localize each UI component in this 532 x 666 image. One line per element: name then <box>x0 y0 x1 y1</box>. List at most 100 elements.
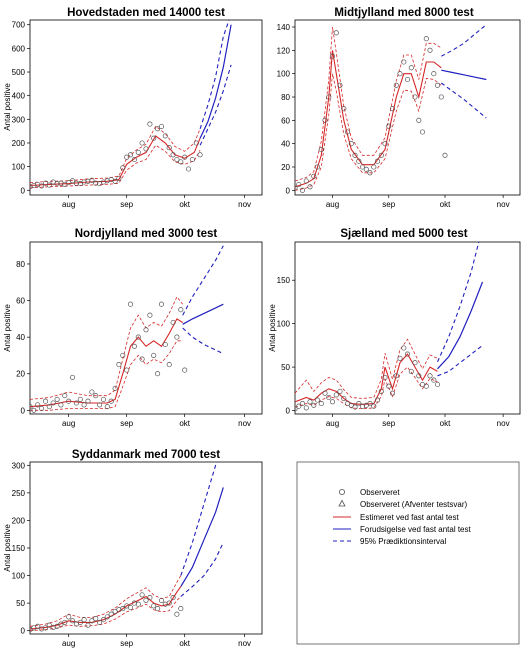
observed-point <box>401 345 407 351</box>
y-tick-label: 100 <box>12 163 26 172</box>
y-tick-label: 20 <box>16 370 25 379</box>
y-tick-label: 0 <box>21 186 26 195</box>
observed-point <box>303 178 309 184</box>
observed-point <box>158 597 165 603</box>
x-tick-label: sep <box>120 419 133 428</box>
y-tick-label: 300 <box>12 461 26 470</box>
x-tick-label: okt <box>179 639 190 648</box>
observed-point <box>193 140 199 146</box>
plot-frame <box>29 19 263 196</box>
plot-marks <box>295 24 487 193</box>
observed-point <box>89 618 95 624</box>
observed-point <box>314 397 321 403</box>
plot-frame <box>29 461 263 635</box>
x-tick-label: nov <box>238 419 251 428</box>
x-tick-label: sep <box>120 200 133 209</box>
observed-point <box>386 123 392 129</box>
observed-point <box>42 625 49 631</box>
observed-point <box>135 334 141 340</box>
observed-point <box>389 106 396 112</box>
forecast-line <box>199 24 232 139</box>
estimate-line <box>30 135 201 187</box>
observed-point <box>296 181 302 188</box>
observed-point <box>423 36 429 42</box>
y-tick-label: 0 <box>286 407 291 416</box>
chart-title: Sjælland med 5000 test <box>340 228 467 240</box>
axis-ticks: 0 50 100 150 200 250 300 aug sep okt nov <box>12 461 251 648</box>
prediction-interval-upper <box>441 24 487 57</box>
observed-point <box>170 595 176 601</box>
observed-point <box>139 140 145 146</box>
observed-point <box>155 371 161 377</box>
y-tick-label: 40 <box>281 140 290 149</box>
observed-point <box>178 159 184 165</box>
panel-nordjylland: Nordjylland med 3000 test Antal positive… <box>3 228 263 428</box>
observed-point <box>108 611 114 617</box>
estimate-line <box>30 318 183 408</box>
y-tick-label: 200 <box>12 139 26 148</box>
observed-point <box>352 152 358 158</box>
observed-point <box>401 59 407 65</box>
y-tick-label: 140 <box>277 23 291 32</box>
chart-title: Syddanmark med 7000 test <box>72 449 220 461</box>
observed-point <box>427 373 433 379</box>
y-tick-label: 80 <box>281 93 290 102</box>
forecast-line <box>441 69 487 81</box>
observed-point <box>62 393 68 399</box>
legend-triangle-marker <box>338 499 346 507</box>
observed-point <box>85 622 91 628</box>
prediction-interval-upper <box>182 245 224 316</box>
estimate-lower-band <box>295 73 442 191</box>
plot-marks <box>30 245 224 413</box>
observed-point <box>296 403 302 409</box>
prediction-interval-lower <box>180 542 224 597</box>
observed-point <box>46 404 52 410</box>
observed-point <box>397 71 403 77</box>
observed-point <box>348 141 354 147</box>
x-tick-label: nov <box>497 200 510 209</box>
observed-point <box>174 334 180 340</box>
legend-item-pending: Observeret (Afventer testsvar) <box>338 499 467 509</box>
y-tick-label: 400 <box>12 92 26 101</box>
chart-title: Hovedstaden med 14000 test <box>67 7 225 19</box>
observed-point <box>314 164 321 170</box>
observed-point <box>434 381 441 388</box>
observed-point <box>382 141 388 147</box>
y-tick-label: 50 <box>281 363 290 372</box>
observed-point <box>46 182 52 188</box>
x-tick-label: okt <box>179 200 190 209</box>
x-tick-label: sep <box>382 200 395 209</box>
observed-point <box>30 404 33 410</box>
observed-point <box>104 614 110 620</box>
observed-point <box>382 374 388 381</box>
observed-point <box>389 390 396 396</box>
observed-point <box>434 82 441 88</box>
axis-ticks: 0 50 100 150 aug sep okt nov <box>277 276 510 428</box>
legend-item-forecast: Forudsigelse ved fast antal test <box>333 525 472 534</box>
observed-point <box>185 166 192 172</box>
x-tick-label: nov <box>238 200 251 209</box>
prediction-interval-upper <box>436 242 480 363</box>
observed-point <box>73 180 79 186</box>
observed-point <box>178 606 184 612</box>
observed-point <box>108 398 114 404</box>
axis-ticks: 0 100 200 300 400 500 600 700 aug sep okt nov <box>12 21 251 209</box>
x-tick-label: nov <box>497 419 510 428</box>
observed-point <box>31 407 37 413</box>
plot-marks <box>30 462 224 633</box>
observed-point <box>120 606 126 612</box>
observed-point <box>131 343 137 349</box>
observed-point <box>31 182 37 189</box>
y-tick-label: 60 <box>281 116 290 125</box>
observed-point <box>174 611 180 617</box>
observed-point <box>155 126 161 132</box>
observed-point <box>378 388 384 394</box>
observed-point <box>359 164 366 170</box>
observed-point <box>116 362 122 368</box>
observed-point <box>329 53 336 59</box>
observed-point <box>363 166 369 172</box>
observed-point <box>438 94 444 100</box>
prediction-interval-lower <box>199 64 232 146</box>
observed-point <box>127 152 134 158</box>
panel-hovedstaden: Hovedstaden med 14000 test Antal positiv… <box>3 7 263 209</box>
